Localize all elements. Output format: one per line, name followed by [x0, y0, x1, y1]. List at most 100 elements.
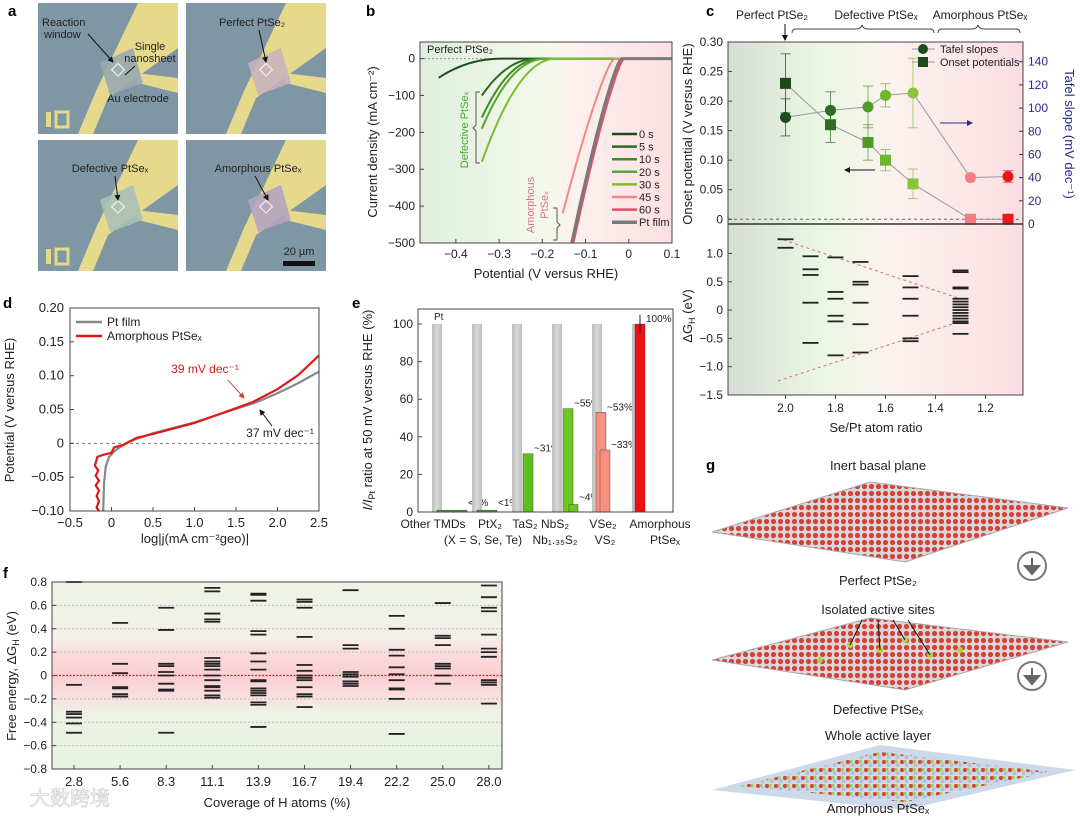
annotation-amorphous: Amorphous [525, 176, 537, 233]
x-tick-label: 1.4 [927, 401, 944, 415]
label-part: (eV) [680, 289, 695, 317]
bar-value-label: 100% [646, 314, 672, 325]
panel-c-chart: 0 0.05 0.10 0.15 0.20 0.25 0.30 0 20 40 60 80 100 120… [680, 8, 1077, 435]
reaction-window [258, 62, 274, 77]
bar-value-label: ~31% [534, 444, 560, 455]
y-tick-label: 0 [40, 669, 47, 683]
y-tick-label: 0.6 [30, 598, 47, 612]
category-label: TaS₂ [512, 517, 538, 531]
ratio-bar [634, 323, 646, 513]
ratio-bar [562, 408, 574, 513]
label-part: H [687, 317, 697, 324]
panel-label-b: b [366, 3, 375, 20]
plot-frame [417, 308, 674, 513]
panel-label-g: g [706, 457, 715, 474]
au-electrode [136, 73, 178, 93]
y-tick-label: 0.15 [700, 124, 724, 138]
y-tick-label: 0 [716, 303, 723, 317]
bar-value-label: <1% [498, 498, 518, 509]
nanosheet [248, 48, 291, 95]
y-tick-label: 0.5 [706, 275, 723, 289]
x-tick-label: 11.1 [200, 774, 224, 789]
y-tick-label: −0.2 [23, 692, 47, 706]
pointer-line [907, 619, 931, 656]
x-tick-label: 0 [625, 247, 632, 261]
panel-f-chart: 0.8 0.6 0.4 0.2 0 −0.2 −0.4 −0.6 −0.8 2.8 5.6 8.3 11… [4, 575, 503, 810]
x-tick-label: −0.1 [574, 247, 598, 261]
y-tick-label: −0.10 [31, 503, 64, 518]
y-tick-label: −1.0 [699, 360, 723, 374]
bar-value-label: ~4% [579, 492, 599, 503]
x-tick-label: −0.3 [487, 247, 511, 261]
pt-reference-bar [432, 324, 442, 512]
arrow [259, 409, 273, 427]
amorphous-ptsex-label: Amorphous PtSeₓ [215, 163, 302, 175]
panel-label-f: f [3, 565, 9, 582]
x-tick-label: 5.6 [111, 774, 129, 789]
pt-label: Pt [434, 312, 444, 323]
y-tick-label: 0.05 [700, 183, 724, 197]
envelope-line [777, 237, 961, 300]
onset-point [825, 119, 836, 131]
label-part: I/I [360, 499, 375, 510]
y-tick-label: 100 [393, 317, 413, 331]
tafel-point [780, 111, 791, 123]
label-part: H [11, 639, 21, 646]
x-axis-label: Coverage of H atoms (%) [204, 795, 351, 810]
y-right-axis-label: Tafel slope (mV dec⁻¹) [1062, 69, 1077, 199]
watermark: 大数跨境 [30, 787, 110, 810]
x-tick-label: 1.6 [877, 401, 894, 415]
down-arrow-icon [1022, 558, 1042, 576]
annotation-amorphous: PtSeₓ [539, 191, 551, 219]
y-right-tick-label: 40 [1028, 171, 1042, 185]
micrograph-tile [38, 140, 178, 271]
alignment-mark [46, 112, 51, 127]
y-tick-label: 0.15 [39, 334, 64, 349]
alignment-mark [46, 249, 51, 264]
category-label: VSe₂ [589, 517, 617, 531]
active-site [957, 647, 963, 653]
active-site [817, 657, 823, 663]
x-tick-label: −0.4 [444, 247, 468, 261]
y-right-tick-label: 20 [1028, 194, 1042, 208]
y-tick-label: −0.6 [23, 739, 47, 753]
alignment-mark [54, 110, 70, 129]
legend-label: Pt film [107, 315, 140, 329]
micrograph-tile [38, 3, 178, 134]
bar-value-label: ~53% [607, 402, 633, 413]
pt-reference-bar [472, 324, 482, 512]
perfect-ptse2-slab [711, 481, 1069, 563]
legend-marker-circle [918, 44, 928, 54]
y-tick-label: −0.4 [23, 715, 47, 729]
x-tick-label: 2.5 [310, 515, 328, 530]
reaction-window [110, 62, 126, 77]
y-tick-label: 0.20 [39, 300, 64, 315]
category-label: (X = S, Se, Te) [444, 533, 522, 547]
scale-bar-label: 20 µm [284, 246, 315, 258]
y-tick-label: 0 [408, 52, 415, 66]
pointer-line [849, 619, 863, 646]
y-axis-label: Free energy, ΔGH (eV) [4, 611, 21, 741]
envelope-line [777, 320, 961, 382]
y-tick-label: −100 [388, 88, 415, 102]
plot-frame [69, 307, 320, 512]
pointer-line [124, 65, 136, 76]
series-line-Ptfilm [570, 57, 672, 244]
y-axis-label: Current density (mA cm⁻²) [365, 66, 380, 217]
onset-point [907, 178, 919, 190]
legend-label: Onset potentials [940, 57, 1020, 69]
brace-defective [791, 24, 935, 34]
panel-label-d: d [3, 295, 12, 312]
plot-frame [419, 41, 673, 244]
perfect-ptse2-label: Perfect PtSe₂ [219, 17, 285, 29]
tafel-point [862, 101, 874, 113]
annotation-defective-ptsex: Defective PtSeₓ [459, 91, 471, 168]
x-tick-label: 22.2 [384, 774, 409, 789]
y-tick-label: 0.25 [700, 65, 724, 79]
micrograph-tile [186, 3, 326, 134]
x-axis-label: Potential (V versus RHE) [474, 266, 619, 281]
panel-label-e: e [352, 295, 360, 312]
